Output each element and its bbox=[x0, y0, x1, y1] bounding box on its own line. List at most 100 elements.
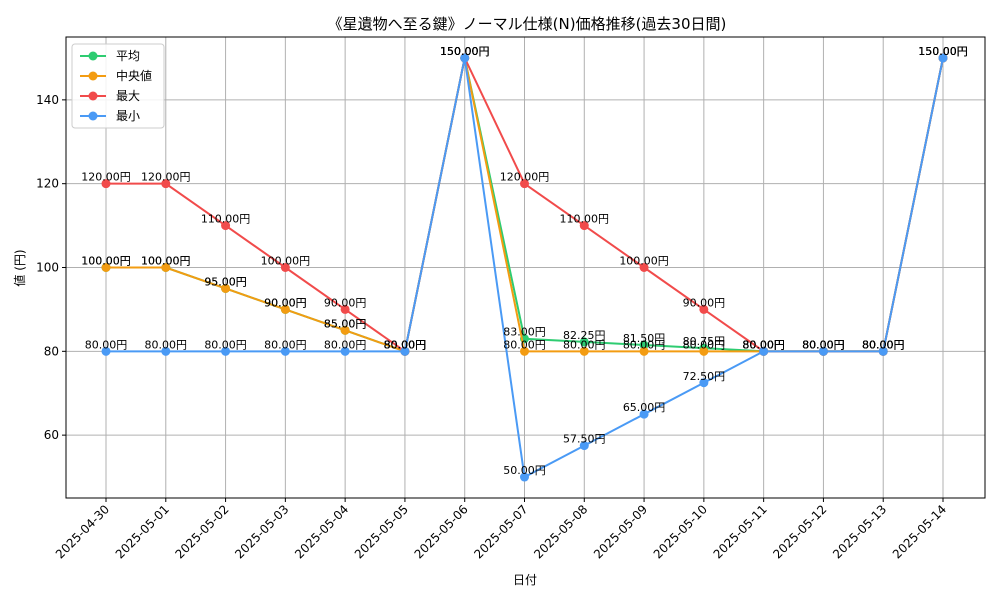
x-tick-label: 2025-05-08 bbox=[531, 502, 590, 561]
data-point bbox=[639, 263, 649, 272]
data-label: 150.00円 bbox=[918, 45, 968, 58]
data-label: 80.00円 bbox=[145, 338, 188, 351]
data-label: 80.00円 bbox=[324, 338, 367, 351]
data-label: 95.00円 bbox=[204, 275, 247, 288]
data-label: 81.50円 bbox=[623, 332, 666, 345]
legend-swatch-marker bbox=[88, 91, 98, 101]
data-label: 85.00円 bbox=[324, 317, 367, 330]
data-label: 80.00円 bbox=[802, 338, 845, 351]
data-point bbox=[520, 179, 529, 189]
data-label: 100.00円 bbox=[619, 255, 669, 268]
data-point bbox=[221, 283, 231, 293]
data-label: 80.00円 bbox=[384, 338, 427, 351]
x-axis-label: 日付 bbox=[513, 573, 537, 587]
data-label: 80.00円 bbox=[742, 338, 785, 351]
data-label: 150.00円 bbox=[918, 45, 968, 58]
data-point bbox=[101, 179, 111, 189]
legend-swatch-marker bbox=[88, 111, 98, 121]
legend-label: 中央値 bbox=[116, 68, 152, 83]
data-label: 100.00円 bbox=[81, 255, 131, 268]
data-point bbox=[340, 325, 350, 335]
data-label: 110.00円 bbox=[560, 213, 610, 226]
data-point bbox=[699, 346, 709, 356]
x-tick-label: 2025-05-02 bbox=[172, 502, 231, 561]
data-label: 80.00円 bbox=[742, 338, 785, 351]
chart-title: 《星遺物へ至る鍵》ノーマル仕様(N)価格推移(過去30日間) bbox=[328, 15, 727, 33]
data-labels: 100.00円 100.00円 95.00円 90.00円 85.00円 80.00円 15… bbox=[81, 45, 968, 477]
x-tick-label: 2025-05-07 bbox=[471, 502, 530, 561]
x-tick-label: 2025-05-09 bbox=[591, 502, 650, 561]
data-point bbox=[460, 53, 470, 63]
x-tick-label: 2025-05-13 bbox=[830, 502, 889, 561]
data-label: 80.00円 bbox=[683, 338, 726, 351]
data-label: 150.00円 bbox=[440, 45, 490, 58]
x-tick-label: 2025-05-05 bbox=[352, 502, 411, 561]
legend-swatch-marker bbox=[88, 51, 98, 61]
data-point bbox=[579, 346, 589, 356]
data-point bbox=[400, 346, 410, 356]
data-label: 80.00円 bbox=[384, 338, 427, 351]
data-label: 80.00円 bbox=[862, 338, 905, 351]
data-label: 150.00円 bbox=[440, 45, 490, 58]
data-label: 150.00円 bbox=[918, 45, 968, 58]
data-label: 65.00円 bbox=[623, 401, 666, 414]
data-label: 80.00円 bbox=[623, 338, 666, 351]
y-tick-label: 120 bbox=[36, 177, 59, 191]
data-point bbox=[878, 346, 888, 356]
y-tick-label: 140 bbox=[36, 93, 59, 107]
y-axis-label: 値 (円) bbox=[12, 249, 27, 286]
data-point bbox=[340, 346, 350, 356]
data-label: 83.00円 bbox=[503, 326, 546, 339]
data-label: 80.00円 bbox=[862, 338, 905, 351]
x-axis-ticks: 2025-04-30 2025-05-01 2025-05-02 2025-05-03… bbox=[53, 498, 949, 561]
data-label: 100.00円 bbox=[141, 255, 191, 268]
data-point bbox=[101, 263, 111, 272]
data-label: 80.00円 bbox=[85, 338, 128, 351]
y-tick-label: 80 bbox=[44, 344, 59, 358]
legend-box bbox=[71, 43, 165, 129]
y-axis-ticks: 60 80 100 120 140 bbox=[36, 93, 66, 442]
data-label: 80.75円 bbox=[683, 335, 726, 348]
x-tick-label: 2025-05-12 bbox=[770, 502, 829, 561]
data-point bbox=[699, 304, 709, 314]
data-label: 80.00円 bbox=[264, 338, 307, 351]
data-label: 50.00円 bbox=[503, 464, 546, 477]
data-label: 80.00円 bbox=[204, 338, 247, 351]
data-point bbox=[161, 179, 171, 189]
data-label: 80.00円 bbox=[742, 338, 785, 351]
data-label: 80.00円 bbox=[862, 338, 905, 351]
data-label: 150.00円 bbox=[918, 45, 968, 58]
data-label: 100.00円 bbox=[141, 255, 191, 268]
data-point bbox=[938, 53, 948, 63]
x-tick-label: 2025-05-03 bbox=[232, 502, 291, 561]
data-point bbox=[280, 346, 290, 356]
data-label: 80.00円 bbox=[802, 338, 845, 351]
data-point bbox=[639, 409, 649, 419]
data-point bbox=[579, 337, 589, 347]
series-lines bbox=[101, 53, 948, 482]
data-point bbox=[520, 346, 529, 356]
data-label: 72.50円 bbox=[683, 370, 726, 383]
legend-swatch-marker bbox=[88, 71, 98, 81]
data-point bbox=[520, 472, 529, 482]
legend-label: 平均 bbox=[116, 49, 140, 63]
x-tick-label: 2025-05-11 bbox=[711, 502, 770, 561]
data-point bbox=[161, 263, 171, 272]
data-point bbox=[699, 378, 709, 388]
data-label: 90.00円 bbox=[324, 296, 367, 309]
data-point bbox=[280, 263, 290, 272]
data-label: 110.00円 bbox=[201, 213, 251, 226]
data-label: 90.00円 bbox=[264, 296, 307, 309]
x-tick-label: 2025-05-14 bbox=[890, 502, 949, 561]
data-point bbox=[280, 304, 290, 314]
y-tick-label: 100 bbox=[36, 261, 59, 275]
y-tick-label: 60 bbox=[44, 428, 59, 442]
data-label: 80.00円 bbox=[862, 338, 905, 351]
x-tick-label: 2025-05-04 bbox=[292, 502, 351, 561]
data-point bbox=[639, 346, 649, 356]
data-label: 120.00円 bbox=[81, 171, 131, 184]
data-point bbox=[161, 346, 171, 356]
legend-label: 最小 bbox=[116, 109, 140, 123]
